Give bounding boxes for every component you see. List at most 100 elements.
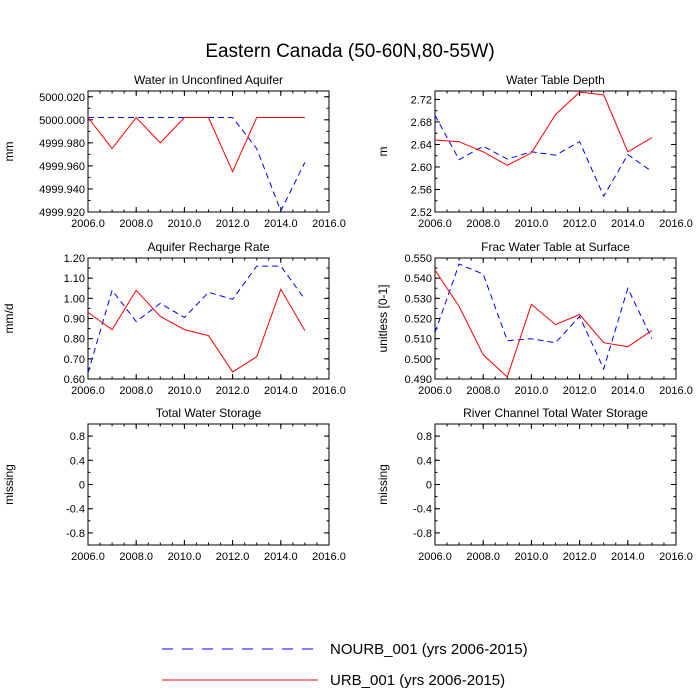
series-line-urb_001 <box>434 91 653 166</box>
y-tick-label: 0.500 <box>404 354 432 366</box>
chart-title: Aquifer Recharge Rate <box>147 240 269 254</box>
chart-panel: Frac Water Table at Surface 2006.0 2008.0 2… <box>376 240 693 397</box>
y-axis-label: mm/d <box>2 304 16 334</box>
plot-frame <box>434 257 677 380</box>
x-tick-label: 2014.0 <box>611 218 645 230</box>
y-tick-label: 0.60 <box>64 374 85 386</box>
y-tick-label: 0.4 <box>70 455 85 467</box>
y-tick-label: 1.10 <box>64 273 85 285</box>
x-tick-label: 2016.0 <box>312 551 346 563</box>
x-tick-label: 2006.0 <box>418 385 452 397</box>
y-tick-label: 2.68 <box>411 117 432 129</box>
x-tick-label: 2008.0 <box>466 218 500 230</box>
x-tick-label: 2010.0 <box>515 218 549 230</box>
x-tick-label: 2014.0 <box>611 385 645 397</box>
y-tick-label: 1.20 <box>64 253 85 265</box>
x-tick-label: 2016.0 <box>312 218 346 230</box>
x-tick-label: 2006.0 <box>418 218 452 230</box>
x-tick-label: 2008.0 <box>119 551 153 563</box>
y-tick-label: 2.72 <box>411 94 432 106</box>
series-line-nourb_001 <box>88 117 306 213</box>
series-line-nourb_001 <box>434 263 653 371</box>
chart-panel: Water Table Depth 2006.0 2008.0 2010.0 2012.… <box>376 73 693 230</box>
x-tick-label: 2012.0 <box>216 551 250 563</box>
x-tick-label: 2012.0 <box>563 218 597 230</box>
y-tick-label: 0.550 <box>404 253 432 265</box>
legend-label-nourb: NOURB_001 (yrs 2006-2015) <box>330 641 528 658</box>
y-tick-label: 0.8 <box>70 431 85 443</box>
y-axis-label: missing <box>376 464 390 505</box>
x-tick-label: 2006.0 <box>71 385 105 397</box>
x-tick-label: 2010.0 <box>515 385 549 397</box>
y-tick-label: -0.4 <box>66 504 85 516</box>
series-line-nourb_001 <box>87 265 306 374</box>
x-tick-label: 2006.0 <box>71 551 105 563</box>
y-tick-label: 1.00 <box>64 293 85 305</box>
chart-title: River Channel Total Water Storage <box>463 406 648 420</box>
y-tick-label: 0.520 <box>404 314 432 326</box>
y-tick-label: 0.80 <box>64 334 85 346</box>
series-line-urb_001 <box>87 116 305 173</box>
x-tick-label: 2012.0 <box>563 385 597 397</box>
x-tick-label: 2008.0 <box>466 551 500 563</box>
chart-title: Frac Water Table at Surface <box>481 240 630 254</box>
y-axis-label: unitless [0-1] <box>376 284 390 352</box>
y-tick-label: 0.540 <box>404 273 432 285</box>
x-tick-label: 2016.0 <box>659 218 693 230</box>
y-tick-label: 0.530 <box>404 293 432 305</box>
chart-panel: Aquifer Recharge Rate 2006.0 2008.0 2010.0 2… <box>2 240 346 397</box>
x-tick-label: 2016.0 <box>659 551 693 563</box>
y-tick-label: -0.8 <box>66 528 85 540</box>
plot-frame <box>434 90 677 213</box>
x-tick-label: 2014.0 <box>611 551 645 563</box>
x-tick-label: 2010.0 <box>168 218 202 230</box>
y-tick-label: -0.8 <box>413 528 432 540</box>
y-tick-label: 0.90 <box>64 314 85 326</box>
series-line-nourb_001 <box>434 114 653 198</box>
x-tick-label: 2008.0 <box>119 218 153 230</box>
y-tick-label: 5000.020 <box>39 92 85 104</box>
x-tick-label: 2014.0 <box>264 551 298 563</box>
x-tick-label: 2012.0 <box>563 551 597 563</box>
panels: Water in Unconfined Aquifer 2006.0 2008.0 2… <box>2 73 693 563</box>
series-line-urb_001 <box>434 269 653 378</box>
chart-panel: River Channel Total Water Storage 2006.0 2… <box>376 406 693 563</box>
x-tick-label: 2014.0 <box>264 385 298 397</box>
y-axis-label: missing <box>2 464 16 505</box>
y-tick-label: 4999.980 <box>39 138 85 150</box>
series-line-urb_001 <box>87 288 306 373</box>
y-tick-label: 2.56 <box>411 184 432 196</box>
y-tick-label: 5000.000 <box>39 115 85 127</box>
x-tick-label: 2012.0 <box>216 385 250 397</box>
x-tick-label: 2016.0 <box>312 385 346 397</box>
x-tick-label: 2016.0 <box>659 385 693 397</box>
y-tick-label: 0.8 <box>417 431 432 443</box>
plot-frame <box>434 423 677 546</box>
y-tick-label: 0.510 <box>404 334 432 346</box>
y-tick-label: 0.4 <box>417 455 432 467</box>
x-tick-label: 2006.0 <box>418 551 452 563</box>
y-tick-label: 4999.940 <box>39 184 85 196</box>
chart-title: Total Water Storage <box>156 406 262 420</box>
legend: NOURB_001 (yrs 2006-2015) URB_001 (yrs 2… <box>162 641 528 689</box>
chart-panel: Water in Unconfined Aquifer 2006.0 2008.0 2… <box>2 73 346 230</box>
chart-panel: Total Water Storage 2006.0 2008.0 2010.0 201… <box>2 406 346 563</box>
plot-frame <box>87 257 330 380</box>
chart-title: Water in Unconfined Aquifer <box>134 73 283 87</box>
legend-label-urb: URB_001 (yrs 2006-2015) <box>330 672 505 689</box>
x-tick-label: 2010.0 <box>168 385 202 397</box>
y-tick-label: 2.52 <box>411 207 432 219</box>
y-tick-label: 4999.960 <box>39 161 85 173</box>
x-tick-label: 2008.0 <box>466 385 500 397</box>
plot-frame <box>87 423 330 546</box>
y-tick-label: 0.70 <box>64 354 85 366</box>
x-tick-label: 2010.0 <box>515 551 549 563</box>
x-tick-label: 2008.0 <box>119 385 153 397</box>
y-tick-label: -0.4 <box>413 504 432 516</box>
x-tick-label: 2006.0 <box>71 218 105 230</box>
y-axis-label: m <box>376 147 390 157</box>
x-tick-label: 2012.0 <box>216 218 250 230</box>
y-tick-label: 4999.920 <box>39 207 85 219</box>
y-tick-label: 2.64 <box>411 139 432 151</box>
